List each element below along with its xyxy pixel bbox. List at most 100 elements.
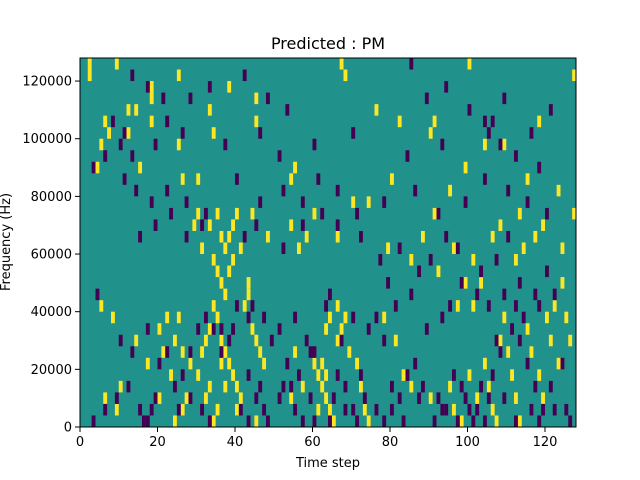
heatmap-cell-low bbox=[204, 207, 208, 220]
heatmap-cell-low bbox=[289, 380, 294, 393]
heatmap-cell-low bbox=[386, 277, 391, 289]
heatmap-cell-low bbox=[533, 288, 538, 301]
heatmap-cell-low bbox=[374, 403, 379, 416]
heatmap-cell-low bbox=[335, 369, 340, 381]
x-axis: 0 20 40 60 80 100 120 bbox=[76, 427, 558, 450]
heatmap-cell-high bbox=[517, 207, 522, 220]
heatmap-cell-low bbox=[521, 311, 526, 324]
heatmap-cell-low bbox=[246, 369, 251, 381]
heatmap-cell-high bbox=[436, 265, 441, 278]
heatmap-cell-high bbox=[421, 230, 425, 243]
heatmap-cell-high bbox=[204, 334, 208, 347]
heatmap-cell-low bbox=[382, 196, 387, 208]
heatmap-cell-high bbox=[359, 380, 363, 393]
heatmap-cell-low bbox=[246, 311, 251, 324]
heatmap-cell-high bbox=[293, 161, 298, 174]
heatmap-cell-low bbox=[103, 403, 108, 416]
heatmap-cell-low bbox=[223, 138, 228, 151]
heatmap-cell-high bbox=[331, 415, 336, 427]
heatmap-cell-low bbox=[165, 115, 170, 128]
heatmap-cell-high bbox=[312, 207, 317, 220]
x-tick-label: 120 bbox=[533, 435, 558, 450]
heatmap-cell-low bbox=[486, 300, 491, 312]
heatmap-cell-high bbox=[118, 380, 123, 393]
heatmap-cell-high bbox=[428, 392, 433, 404]
heatmap-cell-low bbox=[149, 196, 154, 208]
heatmap-cell-high bbox=[347, 346, 352, 358]
heatmap-cell-high bbox=[304, 230, 309, 243]
heatmap-cell-low bbox=[537, 415, 542, 427]
heatmap-cell-low bbox=[452, 369, 456, 381]
heatmap-cell-high bbox=[227, 265, 232, 278]
heatmap-cell-low bbox=[448, 300, 453, 312]
heatmap-cell-low bbox=[417, 392, 422, 404]
heatmap-cell-high bbox=[448, 184, 453, 197]
heatmap-cell-low bbox=[262, 403, 267, 416]
heatmap-cell-low bbox=[184, 196, 189, 208]
heatmap-cell-high bbox=[211, 300, 216, 312]
heatmap-cell-low bbox=[486, 392, 491, 404]
heatmap-cell-low bbox=[440, 403, 445, 416]
heatmap-cell-low bbox=[153, 392, 158, 404]
heatmap-cell-high bbox=[502, 138, 507, 151]
heatmap-cell-low bbox=[149, 403, 154, 416]
heatmap-cell-high bbox=[235, 403, 239, 416]
heatmap-cell-high bbox=[176, 311, 181, 324]
heatmap-cell-high bbox=[335, 230, 340, 243]
heatmap-cell-high bbox=[498, 334, 503, 347]
heatmap-cell-high bbox=[223, 346, 228, 358]
heatmap-cell-low bbox=[455, 415, 460, 427]
heatmap-cell-low bbox=[122, 127, 127, 139]
heatmap-cell-high bbox=[196, 369, 201, 381]
heatmap-cell-low bbox=[548, 380, 553, 393]
heatmap-cell-low bbox=[490, 369, 495, 381]
heatmap-cell-low bbox=[390, 380, 394, 393]
heatmap-cell-high bbox=[254, 334, 259, 347]
heatmap-cell-high bbox=[362, 403, 367, 416]
heatmap-cell-high bbox=[126, 127, 131, 139]
heatmap-cell-high bbox=[192, 219, 197, 231]
heatmap-cell-high bbox=[514, 254, 518, 266]
heatmap-cell-high bbox=[231, 369, 236, 381]
heatmap-cell-high bbox=[246, 288, 251, 301]
heatmap-cell-low bbox=[219, 323, 224, 335]
heatmap-cell-high bbox=[324, 392, 329, 404]
heatmap-cell-high bbox=[215, 311, 220, 324]
heatmap-cell-low bbox=[537, 161, 542, 174]
heatmap-cell-high bbox=[525, 173, 530, 185]
heatmap-cell-high bbox=[490, 403, 495, 416]
heatmap-cell-low bbox=[153, 138, 158, 151]
y-tick-label: 100000 bbox=[22, 132, 72, 147]
heatmap-cell-low bbox=[393, 300, 398, 312]
heatmap-cell-low bbox=[343, 403, 348, 416]
heatmap-cell-high bbox=[537, 369, 542, 381]
heatmap-cell-high bbox=[99, 138, 104, 151]
heatmap-cell-low bbox=[169, 207, 174, 220]
heatmap-cell-low bbox=[91, 415, 96, 427]
heatmap-cell-low bbox=[366, 323, 371, 335]
heatmap-cell-low bbox=[122, 173, 127, 185]
heatmap-cell-low bbox=[339, 334, 344, 347]
heatmap-cell-high bbox=[498, 219, 503, 231]
chart-title: Predicted : PM bbox=[271, 34, 385, 53]
heatmap-cell-high bbox=[169, 369, 174, 381]
heatmap-cell-low bbox=[242, 69, 247, 82]
heatmap-cell-low bbox=[126, 380, 131, 393]
x-axis-label: Time step bbox=[295, 456, 360, 471]
heatmap-cell-high bbox=[552, 300, 557, 312]
heatmap-cell-high bbox=[541, 219, 546, 231]
heatmap-cell-low bbox=[161, 92, 166, 105]
heatmap-cell-low bbox=[196, 323, 201, 335]
heatmap-cell-high bbox=[560, 242, 565, 255]
heatmap-cell-high bbox=[483, 357, 487, 370]
heatmap-cell-high bbox=[87, 58, 92, 70]
heatmap-cell-high bbox=[328, 403, 332, 416]
heatmap-cell-high bbox=[320, 380, 325, 393]
heatmap-cell-low bbox=[188, 346, 193, 358]
heatmap-cell-high bbox=[262, 357, 267, 370]
heatmap-cell-low bbox=[277, 150, 282, 162]
heatmap-cell-high bbox=[250, 207, 255, 220]
plot-frame bbox=[79, 57, 577, 428]
heatmap-cell-low bbox=[297, 369, 301, 381]
heatmap-cell-low bbox=[145, 415, 150, 427]
